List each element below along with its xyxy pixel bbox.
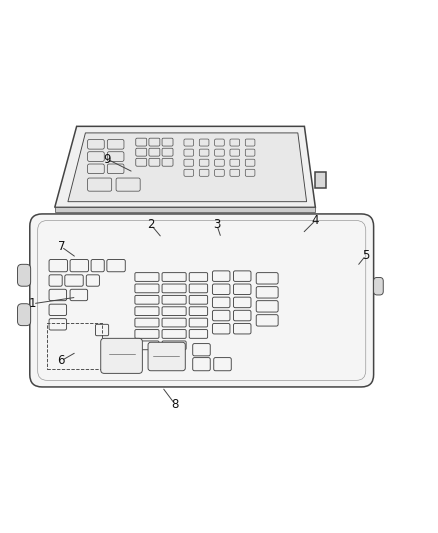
Text: 2: 2 bbox=[147, 219, 155, 231]
Polygon shape bbox=[68, 133, 307, 201]
Text: 9: 9 bbox=[103, 152, 111, 166]
Text: 1: 1 bbox=[29, 297, 37, 310]
Polygon shape bbox=[55, 126, 315, 207]
Polygon shape bbox=[55, 207, 315, 212]
FancyBboxPatch shape bbox=[30, 214, 374, 387]
Bar bbox=[47, 324, 102, 369]
FancyBboxPatch shape bbox=[148, 342, 185, 371]
Text: 4: 4 bbox=[311, 214, 319, 227]
Polygon shape bbox=[315, 172, 326, 188]
Text: 3: 3 bbox=[213, 219, 220, 231]
FancyBboxPatch shape bbox=[101, 338, 142, 374]
Text: 5: 5 bbox=[362, 249, 369, 262]
FancyBboxPatch shape bbox=[18, 264, 31, 286]
FancyBboxPatch shape bbox=[374, 278, 383, 295]
FancyBboxPatch shape bbox=[18, 304, 31, 326]
Text: 6: 6 bbox=[57, 354, 65, 367]
Text: 8: 8 bbox=[172, 398, 179, 411]
Text: 7: 7 bbox=[57, 240, 65, 253]
